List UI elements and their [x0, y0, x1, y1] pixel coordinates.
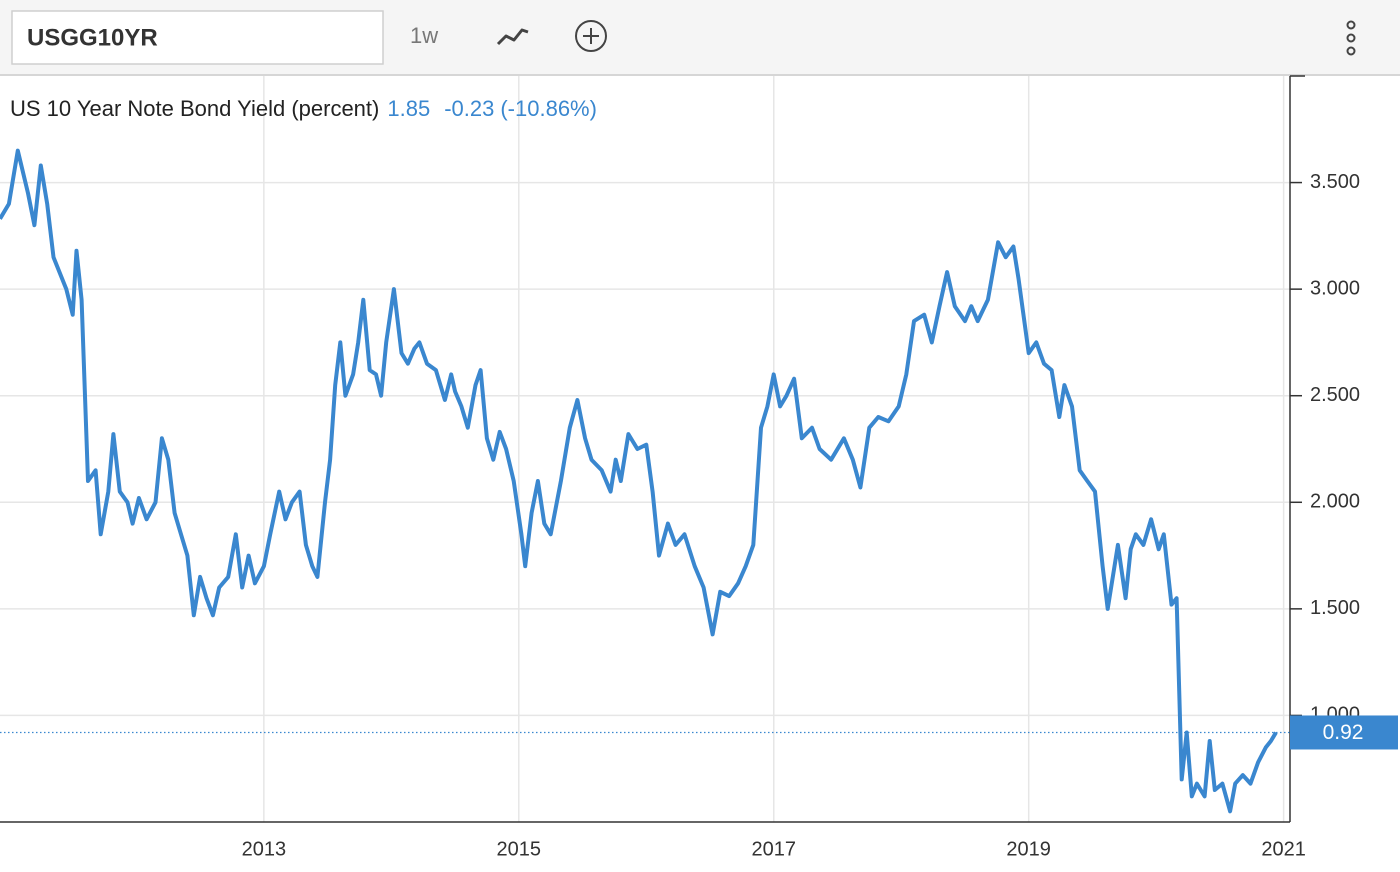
y-tick-label: 2.500: [1310, 384, 1360, 406]
last-value-box: [1290, 715, 1398, 750]
quote-change: -0.23: [444, 96, 494, 121]
x-tick-label: 2015: [497, 838, 542, 860]
chart-header: US 10 Year Note Bond Yield (percent) 1.85…: [10, 96, 597, 121]
add-icon[interactable]: [575, 20, 607, 52]
plot: [0, 148, 1278, 814]
x-tick-label: 2019: [1006, 838, 1051, 860]
last-value-label: 0.92: [1323, 721, 1364, 744]
symbol-input[interactable]: [11, 10, 384, 65]
x-tick-label: 2017: [751, 838, 796, 860]
overlay: 0.92: [0, 715, 1398, 750]
chart-type-icon[interactable]: [496, 28, 529, 46]
y-tick-label: 2.000: [1310, 491, 1360, 513]
quote-change-pct: (-10.86%): [500, 96, 597, 121]
menu-icon[interactable]: [1346, 20, 1356, 56]
interval-button[interactable]: 1w: [410, 23, 438, 48]
y-tick-label: 1.500: [1310, 597, 1360, 619]
y-tick-label: 3.500: [1310, 171, 1360, 193]
series-line: [0, 148, 1278, 814]
x-tick-label: 2013: [242, 838, 287, 860]
menu-dot: [1346, 46, 1356, 56]
menu-dot: [1346, 20, 1356, 30]
chart-title: US 10 Year Note Bond Yield (percent): [10, 96, 379, 121]
x-tick-label: 2021: [1261, 838, 1306, 860]
quote-last: 1.85: [387, 96, 430, 121]
y-tick-label: 3.000: [1310, 277, 1360, 299]
menu-dot: [1346, 33, 1356, 43]
symbol-text: USGG10YR: [27, 24, 158, 51]
